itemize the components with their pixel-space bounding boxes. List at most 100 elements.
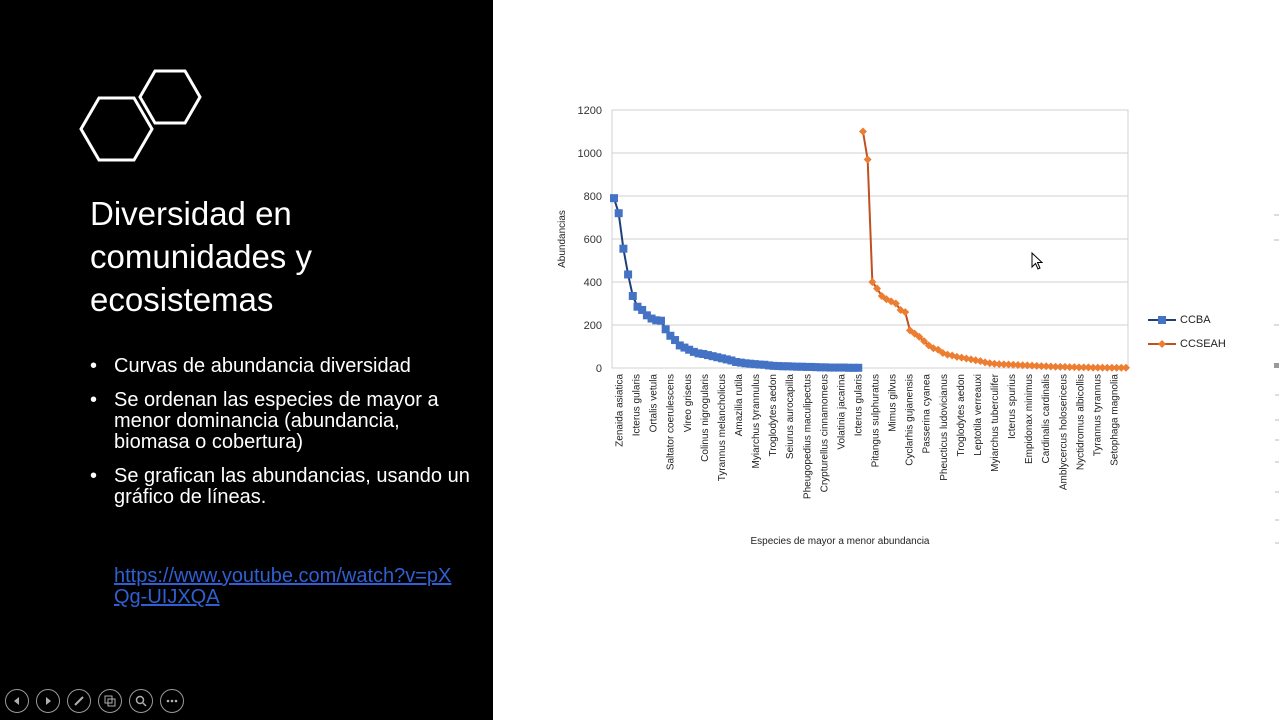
data-point-ccseah [1009,360,1018,369]
y-tick-label: 1200 [578,105,602,117]
pen-icon[interactable] [67,689,91,713]
bullet-item: • Curvas de abundancia diversidad [90,356,470,377]
youtube-link[interactable]: https://www.youtube.com/watch?v=pXQg-UIJ… [114,565,452,608]
x-tick-label: Tyrannus melancholicus [717,374,728,481]
data-point-ccseah [920,337,929,346]
data-point-ccba [830,363,839,372]
data-point-ccba [727,356,736,365]
data-point-ccba [642,311,651,320]
data-point-ccba [765,361,774,370]
data-point-ccba [760,360,769,369]
bullet-dot: • [90,355,98,377]
slides-icon[interactable] [98,689,122,713]
y-tick-label: 200 [584,320,602,332]
legend-item-ccba: CCBA [1148,308,1226,332]
x-tick-label: Icterus spurius [1007,374,1018,439]
data-point-ccba [844,363,853,372]
data-point-ccseah [868,278,877,286]
data-point-ccba [718,354,727,363]
data-point-ccseah [1107,363,1116,372]
more-icon[interactable] [160,689,184,713]
data-point-ccseah [1117,363,1126,372]
data-point-ccseah [882,295,891,304]
data-point-ccseah [1037,362,1046,371]
x-tick-label: Troglodytes aedon [768,374,779,456]
bullet-text: Se ordenan las especies de mayor a menor… [114,389,439,453]
x-tick-label: Cyclarhis gujanensis [905,374,916,466]
data-point-ccba [661,325,670,334]
data-point-ccseah [938,348,947,357]
previous-icon[interactable] [5,689,29,713]
data-point-ccseah [1089,363,1098,372]
data-point-ccba [741,359,750,368]
data-point-ccseah [943,350,952,359]
data-point-ccba [666,331,675,340]
data-point-ccba [849,363,858,372]
chart-legend: CCBA CCSEAH [1148,308,1226,356]
x-tick-label: Vireo griseus [683,374,694,432]
data-point-ccba [779,362,788,371]
x-tick-label: Seiurus aurocapilla [785,374,796,459]
data-point-ccba [633,302,642,311]
bullet-dot: • [90,389,98,411]
data-point-ccseah [863,155,872,164]
x-tick-label: Colinus nigrogularis [700,374,711,462]
data-point-ccseah [915,332,924,341]
data-point-ccba [793,362,802,371]
data-point-ccseah [1013,360,1022,369]
data-point-ccseah [990,359,999,368]
data-point-ccseah [1075,363,1084,372]
y-tick-label: 800 [584,191,602,203]
x-tick-label: Amblycercus holosericeus [1058,374,1069,490]
data-point-ccseah [1065,363,1074,372]
data-point-ccba [732,357,741,366]
data-point-ccseah [971,356,980,365]
legend-label-ccba: CCBA [1180,314,1211,326]
data-point-ccba [788,362,797,371]
data-point-ccba [694,349,703,358]
bullet-text: Curvas de abundancia diversidad [114,355,411,377]
x-tick-label: Zenaida asiatica [615,374,626,447]
x-tick-label: Tyrannus tyrannus [1092,374,1103,456]
data-point-ccseah [1004,360,1013,369]
data-point-ccba [638,305,647,314]
data-point-ccba [652,316,661,325]
data-point-ccba [680,343,689,352]
data-point-ccseah [901,308,910,317]
data-point-ccba [821,363,830,372]
data-point-ccseah [877,291,886,300]
data-point-ccba [802,362,811,371]
data-point-ccseah [999,360,1008,369]
data-point-ccseah [1056,362,1065,371]
data-point-ccseah [1098,363,1107,372]
data-point-ccba [835,363,844,372]
slide-left-panel: Diversidad en comunidades y ecosistemas … [0,0,493,720]
data-point-ccseah [1023,361,1032,370]
x-tick-label: Mimus gilvus [888,374,899,432]
zoom-icon[interactable] [129,689,153,713]
data-point-ccba [826,363,835,372]
x-tick-label: Volatinia jacarina [836,374,847,450]
x-tick-label: Myiarchus tuberculifer [990,373,1001,471]
data-point-ccba [797,362,806,371]
data-point-ccba [840,363,849,372]
data-point-ccseah [1060,362,1069,371]
x-tick-label: Passerina cyanea [922,374,933,454]
x-tick-label: Troglodytes aedon [956,374,967,456]
data-point-ccba [708,352,717,361]
x-tick-label: Pheucticus ludovicianus [939,374,950,481]
slide-title: Diversidad en comunidades y ecosistemas [90,195,312,318]
edge-marks-icon [1274,214,1279,544]
data-point-ccba [783,362,792,371]
x-tick-label: Amazilia rutila [734,374,745,437]
x-tick-label: Myiarchus tyrannulus [751,374,762,468]
data-point-ccseah [873,284,882,293]
bullet-item: • Se ordenan las especies de mayor a meno… [90,390,470,453]
bullet-list: • Curvas de abundancia diversidad • Se ord… [90,356,470,521]
x-tick-label: Crypturellus cinnamomeus [819,374,830,492]
next-icon[interactable] [36,689,60,713]
data-point-ccba [628,291,637,300]
data-point-ccseah [1079,363,1088,372]
legend-marker-ccba [1148,316,1176,324]
x-tick-label: Pheugopedius maculipectus [802,374,813,499]
